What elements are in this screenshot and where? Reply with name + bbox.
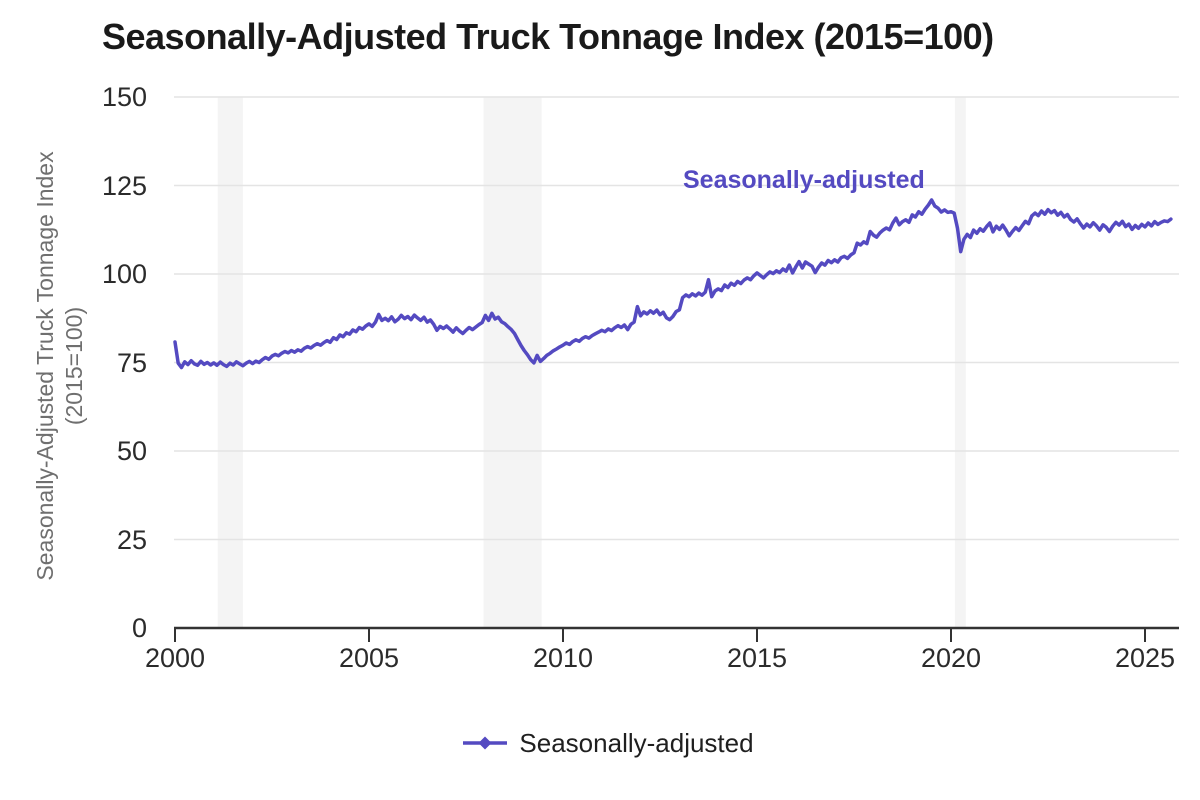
y-tick-label: 75 xyxy=(116,348,147,378)
x-tick-label: 2000 xyxy=(144,643,206,673)
y-tick-label: 50 xyxy=(116,436,147,466)
x-tick-label: 2010 xyxy=(532,643,594,673)
y-tick-label: 150 xyxy=(101,82,147,112)
legend-line-marker-icon xyxy=(463,736,508,750)
x-tick-label: 2005 xyxy=(338,643,400,673)
y-tick-label: 125 xyxy=(101,171,147,201)
x-tick-label: 2020 xyxy=(920,643,982,673)
series-annotation: Seasonally-adjusted xyxy=(683,166,925,194)
legend-label: Seasonally-adjusted xyxy=(519,727,754,758)
y-tick-label: 0 xyxy=(131,613,147,643)
chart-title: Seasonally-Adjusted Truck Tonnage Index … xyxy=(102,16,994,57)
x-tick-label: 2015 xyxy=(726,643,788,673)
y-tick-label: 25 xyxy=(116,525,147,555)
legend: Seasonally-adjusted xyxy=(8,726,1200,760)
data-line xyxy=(173,198,1173,370)
y-tick-label: 100 xyxy=(101,259,147,289)
x-tick-label: 2025 xyxy=(1114,643,1176,673)
